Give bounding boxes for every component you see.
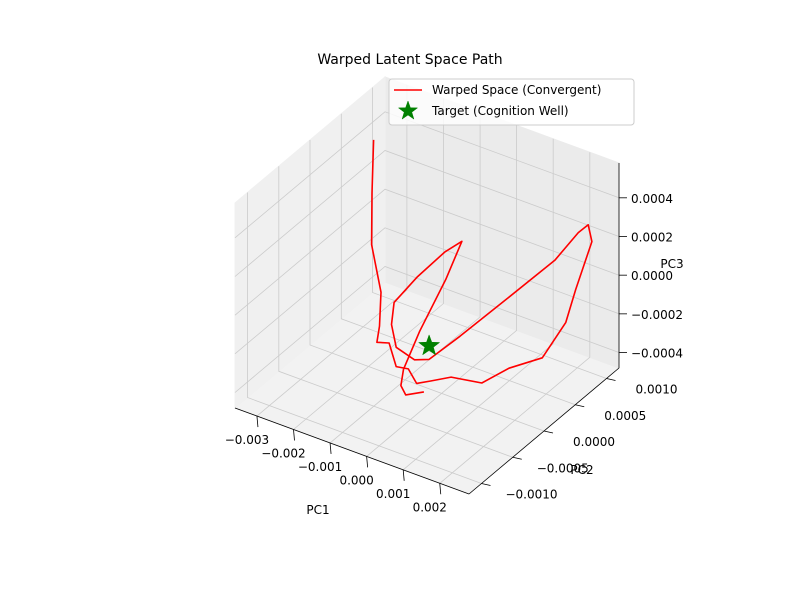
- y-grid-line: [340, 113, 576, 406]
- legend-entry-marker: Target (Cognition Well): [431, 104, 569, 118]
- y-tick: [481, 483, 491, 486]
- tick-labels: −0.003−0.002−0.0010.0000.0010.002 −0.0010…: [225, 192, 683, 514]
- z-axis-label: PC3: [660, 257, 683, 271]
- z-tick-label: 0.0000: [631, 269, 673, 283]
- legend: Warped Space (Convergent) Target (Cognit…: [388, 78, 635, 126]
- series-layer: [370, 139, 593, 396]
- x-tick-label: −0.001: [298, 460, 342, 474]
- x-tick: [256, 416, 259, 428]
- y-grid-line: [309, 140, 545, 432]
- y-tick-label: −0.0005: [537, 461, 589, 475]
- z-grid-line: [234, 111, 620, 239]
- x-grid-line: [402, 138, 554, 471]
- y-tick: [575, 404, 585, 408]
- tick-marks: [256, 197, 627, 495]
- z-grid-line: [234, 266, 620, 393]
- y-tick: [543, 430, 554, 434]
- series-line-warped-space: [370, 139, 593, 396]
- y-tick-label: 0.0010: [636, 383, 678, 397]
- x-tick: [439, 483, 442, 495]
- z-tick-label: −0.0004: [631, 347, 683, 361]
- x-grid-line: [439, 152, 591, 484]
- y-tick-label: 0.0005: [604, 409, 646, 423]
- x-grid-line: [293, 98, 444, 430]
- x-tick: [293, 429, 295, 441]
- z-tick-label: 0.0002: [631, 230, 673, 244]
- x-axis-label: PC1: [306, 503, 329, 517]
- y-tick: [606, 378, 616, 381]
- x-tick-label: 0.002: [413, 500, 447, 514]
- y-grid-line: [247, 192, 482, 484]
- y-axis-label: PC2: [570, 463, 593, 477]
- x-tick: [366, 456, 369, 468]
- y-tick: [512, 456, 522, 460]
- grid-lines: [234, 85, 620, 484]
- axes-panes: [234, 75, 620, 495]
- y-grid-line: [278, 166, 513, 458]
- y-tick-label: −0.0010: [505, 488, 557, 502]
- x-tick: [329, 442, 332, 454]
- x-tick-label: 0.000: [339, 473, 373, 487]
- legend-entry-line: Warped Space (Convergent): [432, 83, 601, 97]
- chart-title: Warped Latent Space Path: [317, 52, 502, 68]
- x-grid-line: [256, 85, 408, 417]
- z-tick-label: −0.0002: [631, 308, 683, 322]
- z-tick-label: 0.0004: [631, 192, 673, 206]
- x-tick: [402, 469, 405, 481]
- z-grid-line: [234, 188, 620, 316]
- legend-box: [388, 78, 635, 126]
- x-tick-label: 0.001: [376, 487, 410, 501]
- x-grid-line: [366, 125, 517, 457]
- x-axis-line: [234, 407, 470, 495]
- y-tick-label: 0.0000: [573, 435, 615, 449]
- x-grid-line: [329, 111, 481, 444]
- z-grid-line: [234, 227, 620, 355]
- legend-star-swatch: [397, 100, 419, 120]
- target-star-marker: [418, 334, 441, 356]
- x-tick-label: −0.002: [261, 447, 305, 461]
- z-grid-line: [234, 150, 620, 277]
- x-tick-label: −0.003: [225, 433, 269, 447]
